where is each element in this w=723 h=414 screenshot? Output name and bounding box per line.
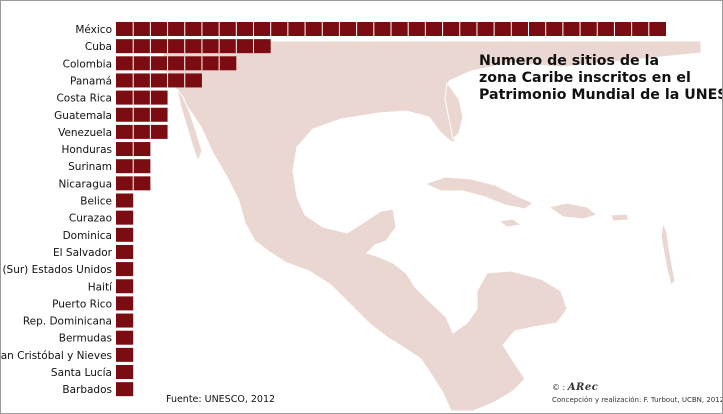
bar: [116, 39, 271, 54]
category-label: México: [75, 24, 112, 36]
bar: [116, 279, 134, 294]
category-label: Surinam: [68, 161, 112, 173]
bar: [116, 313, 134, 328]
bar-fill: [116, 279, 134, 294]
bar-fill: [116, 210, 134, 225]
bar-fill: [116, 296, 134, 311]
category-labels: México Cuba Colombia Panamá Costa Rica Guatem…: [1, 24, 113, 396]
title-line-2: zona Caribe inscritos en el: [479, 70, 691, 86]
bar-fill: [116, 39, 271, 54]
bar-fill: [116, 227, 134, 242]
bar: [116, 244, 134, 259]
category-label: Puerto Rico: [52, 298, 112, 310]
map-baja-california: [176, 88, 203, 163]
category-label: Nicaragua: [59, 178, 112, 190]
category-label: Rep. Dominicana: [23, 316, 112, 328]
title-line-1: Numero de sitios de la: [479, 53, 660, 69]
map-lesser-antilles: [660, 221, 676, 286]
category-label: San Cristóbal y Nieves: [1, 350, 112, 362]
bar-fill: [116, 124, 168, 139]
bar-series: [116, 22, 666, 397]
bar-fill: [116, 107, 168, 122]
map-puerto-rico: [610, 213, 630, 222]
bar-fill: [116, 56, 237, 71]
bar: [116, 347, 134, 362]
category-label: Santa Lucía: [51, 367, 112, 379]
map-jamaica: [497, 218, 523, 228]
bar: [116, 124, 168, 139]
category-label: Costa Rica: [56, 93, 112, 105]
category-label: Guatemala: [54, 110, 112, 122]
bar-fill: [116, 382, 134, 397]
bar: [116, 73, 202, 88]
category-label: Venezuela: [58, 127, 112, 139]
bar: [116, 159, 151, 174]
bar: [116, 56, 237, 71]
category-label: Bermudas: [59, 333, 112, 345]
bar: [116, 382, 134, 397]
category-label: Belice: [80, 196, 112, 208]
category-label: Cuba: [85, 41, 112, 53]
bar-fill: [116, 347, 134, 362]
credit-logo-prefix: © :: [552, 383, 566, 392]
title-line-3: Patrimonio Mundial de la UNESCO: [479, 87, 723, 103]
category-label: (Sur) Estados Unidos: [2, 264, 112, 276]
chart-title: Numero de sitios de la zona Caribe inscr…: [479, 53, 723, 104]
category-label: Barbados: [62, 384, 112, 396]
map-florida: [444, 81, 464, 141]
bar: [116, 90, 168, 105]
map-landmass-north-america: [160, 40, 702, 412]
bar-fill: [116, 313, 134, 328]
bar: [116, 22, 666, 36]
map-cuba: [423, 176, 534, 210]
category-label: Panamá: [70, 75, 112, 87]
category-label: Curazao: [69, 213, 112, 225]
source-note: Fuente: UNESCO, 2012: [166, 394, 276, 405]
bar: [116, 176, 151, 191]
arec-logo: ARec: [567, 382, 599, 393]
category-label: Dominica: [63, 230, 112, 242]
bar-fill: [116, 365, 134, 379]
bar: [116, 365, 134, 379]
bar-fill: [116, 73, 202, 88]
credit-logo: © : ARec: [552, 382, 598, 393]
bar: [116, 142, 151, 157]
category-label: El Salvador: [53, 247, 113, 259]
bar: [116, 330, 134, 345]
category-label: Honduras: [61, 144, 112, 156]
map-hispaniola: [547, 202, 599, 220]
bar: [116, 296, 134, 311]
bar: [116, 210, 134, 225]
bar-fill: [116, 244, 134, 259]
bar-fill: [116, 90, 168, 105]
bar: [116, 227, 134, 242]
bar: [116, 262, 134, 277]
category-label: Haití: [88, 281, 113, 293]
bar-fill: [116, 262, 134, 277]
category-label: Colombia: [63, 58, 112, 70]
bar-fill: [116, 330, 134, 345]
credit-note: Concepción y realización: F. Turbout, UC…: [552, 396, 723, 404]
bar-fill: [116, 193, 134, 208]
bar: [116, 107, 168, 122]
bar: [116, 193, 134, 208]
